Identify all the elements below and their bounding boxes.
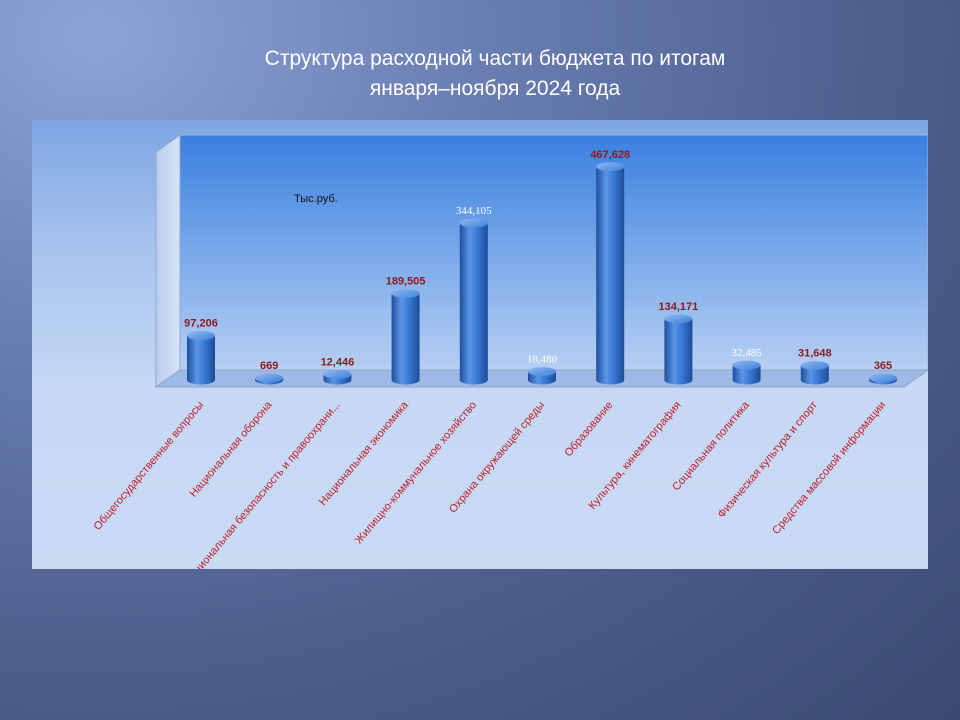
bar-body (800, 365, 829, 385)
bar-cap (187, 331, 215, 341)
bar-cap (255, 373, 284, 383)
bar-body (459, 223, 488, 385)
category-label: Жилищно-коммунальное хозяйство (353, 399, 479, 546)
bar-cap (732, 360, 761, 370)
bar-body (391, 293, 420, 385)
data-label: 18,480 (527, 354, 558, 366)
data-label: 31,648 (798, 348, 832, 360)
bar-body (732, 365, 761, 385)
data-label: 365 (874, 360, 892, 372)
data-label: 134,171 (659, 301, 699, 313)
category-labels-group: Общегосударственные вопросыНациональная … (92, 399, 889, 569)
bar-cap (323, 369, 352, 379)
data-labels-group: 97,206 669 12,446 189,505 344,105 18,480 467,6… (184, 149, 892, 372)
category-label: Общегосударственные вопросы (92, 399, 207, 533)
data-label: 12,446 (321, 356, 355, 368)
data-label: 32,485 (731, 347, 762, 359)
chart-side-wall (155, 134, 181, 388)
data-label: 344,105 (456, 205, 492, 217)
data-label: 189,505 (386, 276, 426, 288)
chart-back-wall (179, 134, 928, 371)
unit-label: Тыс.руб. (294, 193, 338, 205)
bar-cap (391, 289, 420, 299)
bar-cap (869, 373, 897, 383)
bars-group (187, 162, 897, 385)
category-label: Средства массовой информации (770, 399, 888, 537)
bar-cap (528, 367, 556, 377)
data-label: 669 (260, 360, 278, 372)
slide-title: Структура расходной части бюджета по ито… (0, 44, 960, 104)
chart-panel: 97,206 669 12,446 189,505 344,105 18,480 467,6… (32, 120, 928, 569)
category-label: Образование (562, 399, 615, 459)
title-line-2: января–ноября 2024 года (369, 77, 621, 100)
bar-body (187, 335, 215, 385)
title-line-1: Структура расходной части бюджета по ито… (264, 47, 726, 70)
bar-cap (596, 162, 625, 172)
bar-body (664, 318, 693, 385)
bar-cap (800, 361, 829, 371)
bar-body (596, 166, 625, 385)
category-label: Социальная политика (670, 399, 752, 494)
data-label: 97,206 (184, 318, 218, 330)
bar-cap (664, 314, 693, 324)
bar-chart: 97,206 669 12,446 189,505 344,105 18,480 467,6… (92, 134, 928, 569)
bar-cap (459, 218, 488, 228)
data-label: 467,628 (590, 149, 630, 161)
